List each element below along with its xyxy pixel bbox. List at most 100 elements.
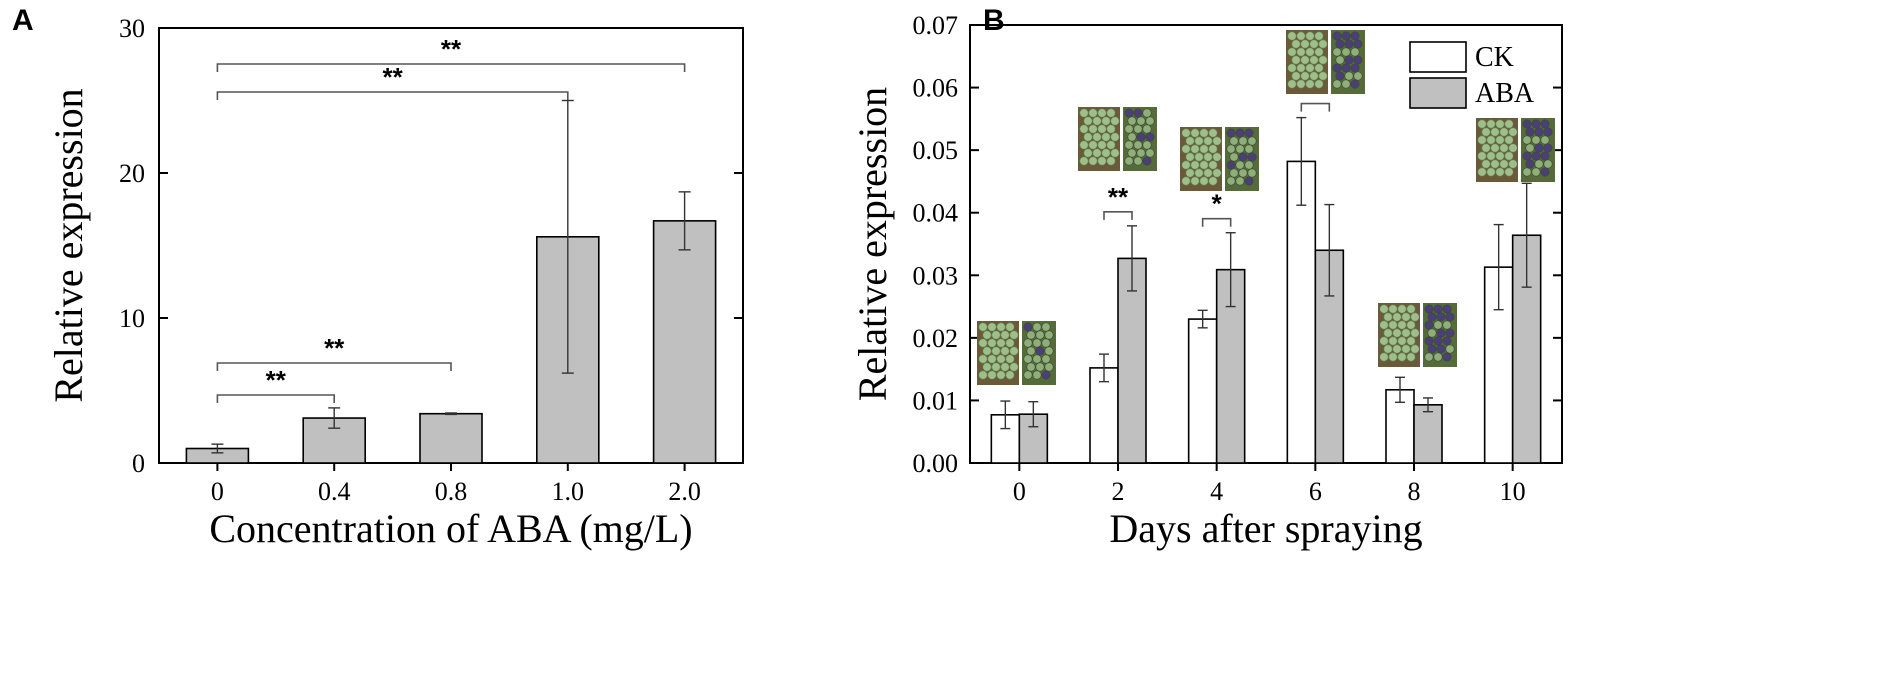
berry-treated [1540,151,1550,161]
bar-aba [1117,257,1147,464]
berry-green [982,346,992,356]
berry-treated [1026,362,1036,372]
bar-ck [1286,160,1317,464]
berry-treated [1226,176,1236,186]
berry-treated [1442,320,1452,330]
y-tick-label-b: 0.03 [913,261,959,290]
berry-green [1296,47,1306,57]
berry-green [1199,128,1209,138]
x-axis-title-b: Days after spraying [1109,506,1422,551]
berry-treated [1035,346,1045,356]
grape-photos [977,30,1555,385]
grape-photo [977,321,1056,385]
berry-green [1101,116,1111,126]
berry-green [1490,143,1500,153]
berry-green [1185,136,1195,146]
berry-green [1009,330,1019,340]
bar-a [302,417,367,464]
berry-green [1495,151,1505,161]
significance-bracket-b [1300,102,1331,112]
berry-treated [1238,136,1248,146]
berry-green [1208,160,1218,170]
berry-green [1504,119,1514,129]
berry-green [1397,304,1407,314]
berry-green [978,354,988,364]
x-tick-label-b: 0 [1013,477,1026,506]
berry-treated [1522,151,1532,161]
berry-green [1508,159,1518,169]
x-tick-label-b: 2 [1112,477,1125,506]
berry-green [1314,31,1324,41]
berry-green [1383,344,1393,354]
x-tick-label-a: 0 [211,477,224,506]
berry-green [1508,127,1518,137]
berry-treated [1427,312,1437,322]
x-tick-label-a: 2.0 [668,477,701,506]
berry-green [1314,79,1324,89]
berry-green [1383,328,1393,338]
berry-green [1203,136,1213,146]
berry-treated [1023,354,1033,364]
berry-green [1212,152,1222,162]
x-tick-label-a: 1.0 [552,477,585,506]
significance-label-a: ** [441,34,462,64]
berry-green [1009,346,1019,356]
berry-green [1477,119,1487,129]
berry-treated [1142,124,1152,134]
berry-treated [1332,31,1342,41]
berry-treated [1133,140,1143,150]
significance-bracket-a [216,394,335,403]
berry-treated [1433,352,1443,362]
berry-green [1499,127,1509,137]
bar-a [652,220,717,464]
berry-treated [1540,167,1550,177]
berry-treated [1235,144,1245,154]
berry-treated [1335,55,1345,65]
berry-green [1088,124,1098,134]
berry-green [991,346,1001,356]
berry-treated [1044,362,1054,372]
error-bar-aba [1127,225,1137,292]
berry-treated [1244,144,1254,154]
plot-frame-b [969,24,1563,464]
berry-green [1486,135,1496,145]
berry-treated [1023,370,1033,380]
berry-green [1401,328,1411,338]
berry-treated [1353,55,1363,65]
berry-green [1097,108,1107,118]
berry-treated [1124,156,1134,166]
y-tick-label-b: 0.01 [913,386,959,415]
berry-green [1318,55,1328,65]
berry-treated [1543,159,1553,169]
berry-green [1291,71,1301,81]
berry-green [1309,55,1319,65]
error-bar-a [678,191,691,251]
berry-green [1379,352,1389,362]
berry-green [1379,336,1389,346]
significance-label-b: * [1212,189,1223,219]
berry-green [1392,344,1402,354]
berry-treated [1335,71,1345,81]
berry-treated [1525,143,1535,153]
berry-treated [1229,168,1239,178]
berry-green [1106,108,1116,118]
berry-green [1401,344,1411,354]
berry-green [1305,63,1315,73]
berry-treated [1534,127,1544,137]
berry-green [1199,160,1209,170]
berry-treated [1344,55,1354,65]
berry-green [1486,151,1496,161]
error-bar-ck [1197,309,1208,329]
berry-treated [1229,136,1239,146]
berry-treated [1235,176,1245,186]
berry-green [1088,108,1098,118]
berry-green [1079,140,1089,150]
error-bar-ck [1395,376,1405,404]
berry-green [1101,132,1111,142]
berry-green [1401,312,1411,322]
berry-treated [1335,39,1345,49]
x-tick-label-a: 0.4 [318,477,351,506]
bar-a [419,412,483,464]
berry-green [1287,31,1297,41]
berry-treated [1445,344,1455,354]
